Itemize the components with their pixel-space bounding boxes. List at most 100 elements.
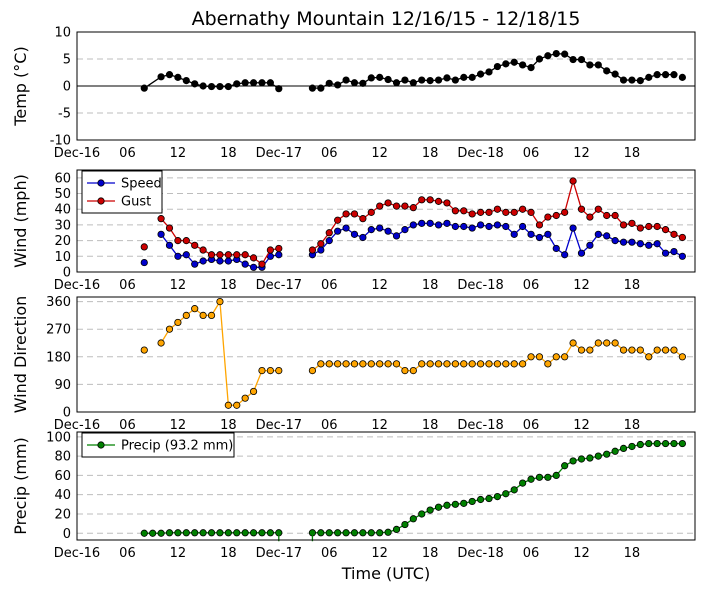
data-point <box>367 208 375 216</box>
data-point <box>266 246 274 254</box>
data-point <box>619 444 628 452</box>
x-tick-label: Dec-17 <box>256 278 302 293</box>
data-point <box>577 249 586 257</box>
legend-label: Gust <box>121 195 151 210</box>
data-point <box>661 439 670 448</box>
data-point <box>376 202 384 210</box>
data-point <box>216 529 224 537</box>
data-point <box>527 64 535 72</box>
data-point <box>191 80 199 88</box>
x-tick-label: 12 <box>170 278 187 293</box>
data-point <box>468 360 476 368</box>
data-point <box>249 529 258 537</box>
y-axis-label: Wind Direction <box>11 296 30 414</box>
data-point <box>308 246 317 254</box>
data-point <box>527 353 535 361</box>
data-point <box>392 232 401 240</box>
data-point <box>409 366 417 375</box>
y-axis-label: Temp (°C) <box>11 46 30 126</box>
x-tick-label: 06 <box>523 546 540 561</box>
y-tick-label: 10 <box>54 26 71 41</box>
data-point <box>636 346 644 354</box>
y-tick-label: 0 <box>63 527 71 542</box>
y-tick-label: 50 <box>54 187 71 202</box>
x-tick-label: 06 <box>119 146 136 161</box>
y-tick-label: 5 <box>63 53 71 68</box>
x-tick-label: 12 <box>573 146 590 161</box>
data-point <box>603 211 611 220</box>
data-point <box>249 263 258 271</box>
data-point <box>207 311 216 319</box>
data-point <box>249 387 258 396</box>
data-point <box>157 339 165 347</box>
data-point <box>266 79 274 87</box>
data-point <box>401 226 409 234</box>
x-tick-label: 18 <box>624 546 641 561</box>
y-tick-label: 60 <box>54 171 71 186</box>
data-point <box>628 346 636 354</box>
data-point <box>350 230 359 238</box>
data-point <box>661 226 670 234</box>
data-point <box>468 497 476 506</box>
plot-frame <box>76 431 696 541</box>
data-point <box>577 346 586 354</box>
x-tick-label: 06 <box>321 146 338 161</box>
data-point <box>645 73 653 81</box>
data-point <box>426 360 434 368</box>
x-tick-label: 06 <box>119 546 136 561</box>
data-point <box>392 79 401 87</box>
x-tick-label: 18 <box>422 418 439 433</box>
data-point <box>510 486 518 494</box>
data-point <box>418 360 426 368</box>
data-point <box>342 224 350 232</box>
data-point <box>157 215 165 223</box>
data-point <box>392 360 401 368</box>
data-point <box>384 75 392 84</box>
data-point <box>174 252 182 260</box>
data-point <box>392 525 401 533</box>
x-tick-label: 12 <box>170 418 187 433</box>
data-point <box>325 529 333 537</box>
data-point <box>468 73 476 81</box>
data-point <box>409 79 417 87</box>
data-point <box>216 82 224 91</box>
data-point <box>569 339 577 347</box>
data-point <box>266 529 274 537</box>
data-point <box>241 260 249 268</box>
y-tick-label: 90 <box>54 378 71 393</box>
data-point <box>460 73 468 81</box>
data-point <box>443 74 451 82</box>
data-point <box>510 360 518 368</box>
data-point <box>493 493 502 501</box>
data-point <box>249 254 258 262</box>
data-point <box>224 251 232 259</box>
data-point <box>342 360 350 368</box>
data-point <box>577 55 586 64</box>
panel-precip: 0 20 40 60 80 100 Dec-16 06 12 18 Dec-17 06 12 18 Dec-… <box>11 430 696 561</box>
data-point <box>653 71 661 79</box>
x-tick-label: 06 <box>523 418 540 433</box>
x-tick-label: 12 <box>573 278 590 293</box>
data-point <box>611 447 619 455</box>
data-point <box>182 251 190 259</box>
data-point <box>359 360 367 368</box>
data-point <box>384 360 392 368</box>
data-point <box>468 224 476 232</box>
data-point <box>443 501 451 509</box>
series-line <box>312 442 683 534</box>
x-tick-label: 12 <box>170 546 187 561</box>
series-line <box>312 178 683 251</box>
data-point <box>207 251 216 259</box>
data-point <box>207 82 216 91</box>
data-point <box>224 529 232 537</box>
data-point <box>317 529 325 537</box>
data-point <box>384 227 392 235</box>
series-line <box>160 299 279 406</box>
data-point <box>409 204 417 212</box>
data-point <box>199 311 207 319</box>
data-point <box>258 366 266 375</box>
data-point <box>275 85 283 93</box>
x-tick-label: 12 <box>573 418 590 433</box>
data-point <box>216 251 224 259</box>
data-point <box>224 401 232 409</box>
